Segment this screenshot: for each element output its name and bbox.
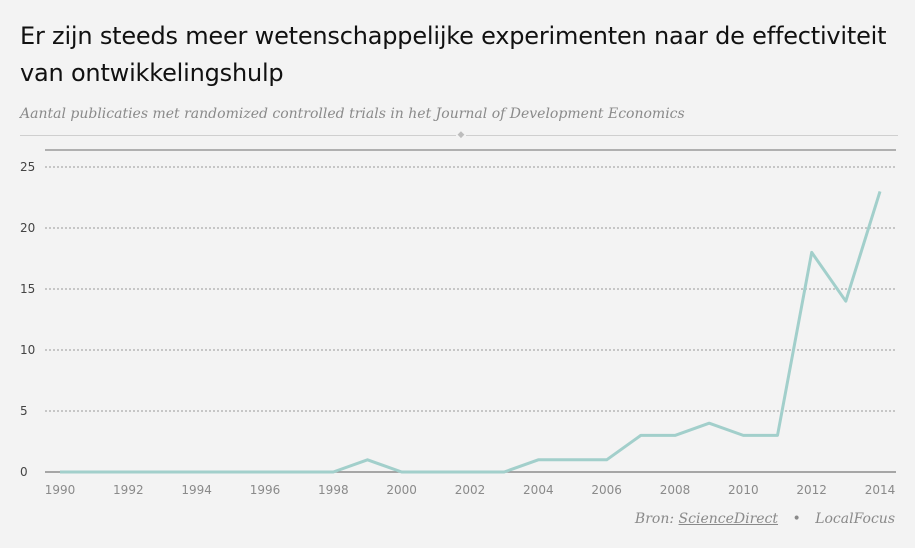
y-tick-label: 0 xyxy=(20,465,28,479)
grid-lines xyxy=(45,149,896,473)
chart-subtitle: Aantal publicaties met randomized contro… xyxy=(20,106,685,122)
x-tick-label: 1996 xyxy=(250,483,281,497)
chart-title: Er zijn steeds meer wetenschappelijke ex… xyxy=(20,22,887,87)
x-tick-label: 2006 xyxy=(591,483,622,497)
y-axis-ticks: 0 5 10 15 20 25 xyxy=(20,160,35,479)
divider-ornament: ◆ xyxy=(456,130,466,140)
x-tick-label: 1992 xyxy=(113,483,144,497)
x-tick-label: 2000 xyxy=(386,483,417,497)
source-credit: Bron: ScienceDirect • LocalFocus xyxy=(635,511,895,527)
publisher-label: LocalFocus xyxy=(815,511,895,527)
y-tick-label: 25 xyxy=(20,160,35,174)
y-tick-label: 10 xyxy=(20,343,35,357)
x-tick-label: 1998 xyxy=(318,483,349,497)
source-separator: • xyxy=(792,511,801,527)
x-axis-ticks: 1990 1992 1994 1996 1998 2000 2002 2004 2006 2008… xyxy=(45,483,896,497)
series-line xyxy=(60,190,882,474)
x-tick-label: 2014 xyxy=(865,483,896,497)
x-tick-label: 1994 xyxy=(181,483,212,497)
x-tick-label: 2004 xyxy=(523,483,554,497)
x-tick-label: 2002 xyxy=(455,483,486,497)
series-group xyxy=(60,190,882,474)
x-tick-label: 1990 xyxy=(45,483,76,497)
y-tick-label: 20 xyxy=(20,221,35,235)
source-link[interactable]: ScienceDirect xyxy=(678,511,779,527)
y-tick-label: 5 xyxy=(20,404,28,418)
y-tick-label: 15 xyxy=(20,282,35,296)
x-tick-label: 2010 xyxy=(728,483,759,497)
source-prefix: Bron: xyxy=(634,511,675,527)
x-tick-label: 2008 xyxy=(660,483,691,497)
x-tick-label: 2012 xyxy=(796,483,827,497)
